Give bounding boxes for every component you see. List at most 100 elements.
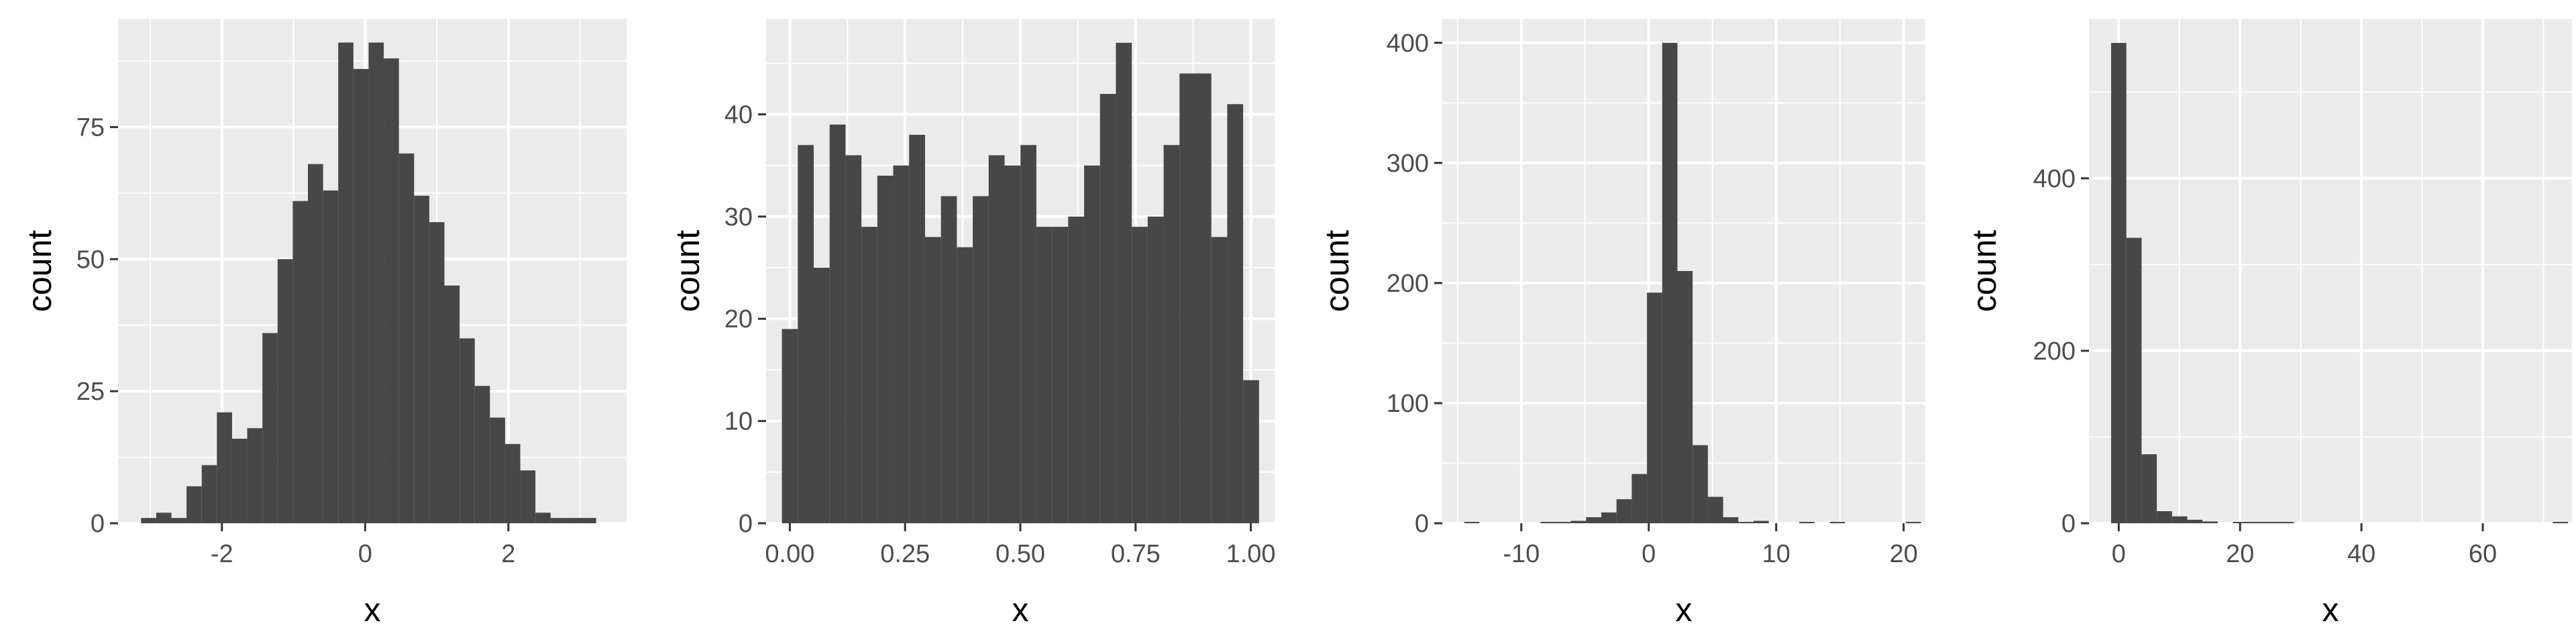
histogram-bar [1116, 42, 1132, 524]
histogram-bar [1195, 73, 1212, 524]
panel-4-bars [2111, 42, 2569, 523]
histogram-bar [2111, 42, 2127, 523]
panel-1: 0 25 50 75 -2 0 2 x count [21, 19, 627, 629]
histogram-bar [2141, 454, 2157, 523]
histogram-bar [1211, 237, 1228, 523]
histogram-bar [338, 42, 354, 523]
histogram-bar [1738, 522, 1754, 523]
histogram-bar [1540, 522, 1556, 523]
x-tick-label: 60 [2469, 540, 2497, 568]
histogram-bar [2263, 522, 2279, 523]
histogram-bar [1004, 165, 1021, 523]
panel-4-background [2089, 19, 2572, 523]
x-tick-label: 0 [2112, 540, 2126, 568]
histogram-bar [861, 227, 877, 523]
histogram-bar [1829, 522, 1845, 523]
histogram-bar [1052, 227, 1069, 523]
histogram-bar [909, 134, 925, 523]
x-tick-label: 40 [2347, 540, 2375, 568]
histogram-bar [353, 68, 369, 524]
histogram-bar [277, 259, 293, 523]
histogram-bar [414, 195, 429, 523]
y-tick-label: 25 [76, 378, 105, 406]
histogram-bar [429, 222, 445, 523]
y-tick-label: 200 [1387, 270, 1429, 298]
histogram-bar [1555, 522, 1571, 523]
x-tick-label: 1.00 [1226, 540, 1276, 568]
panel-2-bars [782, 42, 1259, 524]
histogram-bar [973, 196, 989, 523]
histogram-bar [581, 518, 596, 523]
histogram-bar [941, 196, 957, 523]
x-tick-label: 0 [1642, 540, 1656, 568]
histogram-bar [474, 386, 490, 523]
histogram-bar [186, 486, 202, 523]
histogram-bar [2233, 522, 2249, 523]
histogram-bar [1906, 522, 1921, 523]
x-tick-label: -2 [211, 540, 233, 568]
histogram-bar [1631, 474, 1648, 523]
panel-2: 0 10 20 30 40 0.00 0.25 0.50 0.75 1.00 x count [669, 19, 1276, 629]
histogram-bar [398, 153, 415, 524]
histogram-bar [201, 465, 217, 523]
histogram-bar [460, 338, 475, 523]
x-axis-title: x [1012, 591, 1029, 629]
histogram-bar [141, 518, 156, 523]
histogram-bar [2126, 237, 2142, 523]
histogram-bar [566, 518, 582, 523]
y-tick-label: 0 [1415, 510, 1429, 538]
histogram-bar [1707, 496, 1723, 523]
panel-3: 0 100 200 300 400 -10 0 10 20 x count [1318, 19, 1925, 629]
y-tick-label: 10 [724, 408, 753, 436]
histogram-bar [1723, 517, 1739, 523]
y-tick-label: 400 [2033, 165, 2076, 193]
histogram-bar [1099, 94, 1116, 523]
histogram-bar [1693, 445, 1708, 523]
histogram-bar [1036, 227, 1053, 523]
x-tick-label: 20 [2226, 540, 2254, 568]
x-tick-label: 10 [1762, 540, 1790, 568]
x-tick-label: -10 [1503, 540, 1540, 568]
panel-3-bars [1464, 42, 1921, 524]
histogram-bar [550, 518, 566, 523]
histogram-bar [535, 513, 551, 523]
histogram-bar [1464, 522, 1480, 523]
histogram-bar [1662, 42, 1678, 524]
y-axis-title: count [1318, 230, 1356, 312]
y-tick-label: 100 [1387, 390, 1429, 418]
histogram-bar [782, 329, 798, 523]
histogram-bar [1570, 521, 1587, 523]
panel-1-bars [141, 42, 596, 524]
histogram-bar [247, 428, 263, 523]
histogram-bar [1243, 380, 1259, 523]
y-tick-label: 20 [724, 305, 753, 333]
histogram-bar [368, 42, 384, 523]
histogram-bar [1647, 292, 1662, 523]
y-axis-title: count [669, 230, 706, 312]
x-tick-label: 0.00 [765, 540, 814, 568]
histogram-bar [384, 58, 399, 523]
y-tick-label: 0 [739, 510, 753, 538]
histogram-bar [829, 124, 846, 523]
x-axis-title: x [364, 591, 381, 629]
histogram-bar [1084, 165, 1100, 523]
histogram-bar [1068, 216, 1085, 523]
y-tick-label: 75 [76, 113, 105, 142]
histogram-bar [1132, 227, 1148, 523]
histogram-bar [1601, 512, 1617, 523]
histogram-bar [893, 165, 910, 523]
histogram-bar [217, 412, 232, 523]
histogram-bar [957, 247, 973, 523]
histogram-bar [171, 518, 187, 523]
y-tick-label: 40 [724, 101, 753, 129]
x-tick-label: 20 [1890, 540, 1918, 568]
histogram-bar [2187, 519, 2203, 523]
histogram-bar [2171, 516, 2188, 523]
x-tick-label: 0.50 [996, 540, 1045, 568]
x-tick-label: 0.25 [880, 540, 930, 568]
y-tick-label: 200 [2033, 337, 2076, 366]
y-tick-label: 0 [2061, 510, 2076, 538]
histogram-bar [1179, 73, 1196, 524]
histogram-bar [520, 470, 536, 523]
